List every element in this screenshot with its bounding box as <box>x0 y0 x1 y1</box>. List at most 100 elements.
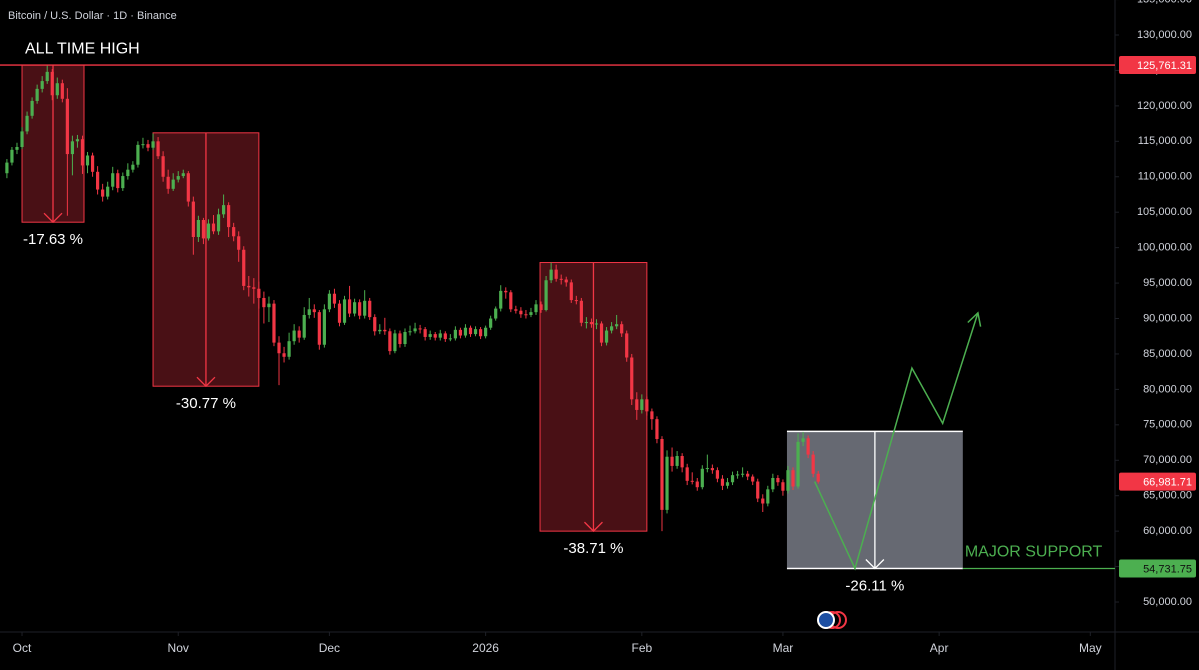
candle-body <box>373 317 377 332</box>
candle-body <box>20 131 24 147</box>
candle-body <box>171 179 175 189</box>
y-tick-label: 100,000.00 <box>1137 242 1192 254</box>
candle-body <box>640 399 644 410</box>
candle-body <box>247 285 251 288</box>
price-tag <box>1119 559 1196 578</box>
candle-body <box>216 214 221 232</box>
candle-body <box>489 318 493 328</box>
y-tick-label: 110,000.00 <box>1138 171 1192 183</box>
candle-body <box>80 139 85 166</box>
y-tick-label: 120,000.00 <box>1137 100 1192 112</box>
candle-body <box>398 333 402 345</box>
candle-body <box>181 173 185 177</box>
candle-body <box>106 186 110 197</box>
candle-body <box>292 330 296 342</box>
plot: -17.63 % -30.77 % -38.71 % -26.11 % ALL TIME… <box>0 40 1115 594</box>
y-tick-label: 70,000.00 <box>1143 454 1192 466</box>
y-tick-label: 75,000.00 <box>1143 419 1192 431</box>
candle-body <box>504 290 508 293</box>
candle-body <box>332 293 337 304</box>
logo <box>817 611 847 629</box>
candle-body <box>65 98 69 155</box>
candle-body <box>85 155 90 166</box>
candle-body <box>690 480 694 482</box>
candle-body <box>725 482 730 486</box>
candle-body <box>801 438 805 442</box>
candle-body <box>448 338 452 340</box>
candle-body <box>307 309 311 315</box>
candle-body <box>514 309 518 311</box>
measure-arrow-head <box>583 521 603 533</box>
candle-body <box>368 300 372 318</box>
last-price-tag <box>1119 472 1196 491</box>
candle-body <box>383 329 387 332</box>
candle-body <box>40 81 44 89</box>
candle-body <box>473 329 478 335</box>
last-price-label: 66,981.71 <box>1143 477 1192 489</box>
candle-body <box>353 302 357 314</box>
candle-body <box>685 467 689 481</box>
candle-body <box>751 476 755 482</box>
y-tick-label: 105,000.00 <box>1137 206 1192 218</box>
candle-body <box>579 300 583 323</box>
candle-body <box>262 297 266 308</box>
projection-arrowhead <box>967 311 982 327</box>
candle-body <box>121 176 125 189</box>
candle-body <box>468 327 473 335</box>
x-tick-label: Feb <box>631 641 652 655</box>
candle-body <box>272 303 276 343</box>
candle-body <box>484 327 488 337</box>
candle-body <box>660 439 664 510</box>
candle-body <box>151 141 155 148</box>
candle-body <box>700 468 704 488</box>
candle-body <box>695 481 699 488</box>
measure-label: -38.71 % <box>563 540 623 557</box>
candle-body <box>378 329 382 332</box>
candle-body <box>524 314 528 316</box>
candle-body <box>569 282 573 301</box>
x-tick-label: Mar <box>773 641 794 655</box>
measure-arrow-head <box>865 559 885 570</box>
candle-body <box>186 173 190 202</box>
candle-body <box>166 176 170 189</box>
price-tag-label: 54,731.75 <box>1143 563 1192 575</box>
candle-body <box>277 342 281 354</box>
candle-body <box>499 290 503 309</box>
x-tick-label: May <box>1079 641 1102 655</box>
projection-line <box>813 312 979 571</box>
candle-body <box>358 302 362 316</box>
candle-body <box>746 473 750 477</box>
y-tick-label: 135,000.00 <box>1137 0 1192 5</box>
candle-body <box>559 278 563 280</box>
candle-body <box>196 219 200 238</box>
candle-body <box>761 498 765 504</box>
candle-body <box>35 88 39 101</box>
candle-body <box>705 468 709 470</box>
candle-body <box>136 144 140 165</box>
candle-body <box>96 171 100 190</box>
candle-body <box>609 326 614 331</box>
candle-body <box>111 173 115 187</box>
candle-body <box>670 456 674 466</box>
candle-body <box>176 176 180 180</box>
candle-body <box>509 292 513 310</box>
candle-body <box>438 333 442 338</box>
x-tick-label: 2026 <box>472 641 499 655</box>
candle-body <box>287 341 291 357</box>
candle-body <box>478 329 483 337</box>
candle-body <box>811 454 815 474</box>
candle-body <box>806 438 810 455</box>
candle-body <box>227 205 231 228</box>
logo-ring <box>817 611 835 629</box>
y-tick-label: 95,000.00 <box>1143 277 1192 289</box>
candle-body <box>564 279 568 283</box>
candle-body <box>30 100 34 116</box>
x-tick-label: Apr <box>930 641 949 655</box>
candle-body <box>771 477 775 490</box>
candle-body <box>735 474 740 476</box>
candle-body <box>741 473 745 475</box>
level-text: MAJOR SUPPORT <box>965 544 1103 561</box>
candle-body <box>297 330 301 338</box>
candle-body <box>131 164 135 170</box>
